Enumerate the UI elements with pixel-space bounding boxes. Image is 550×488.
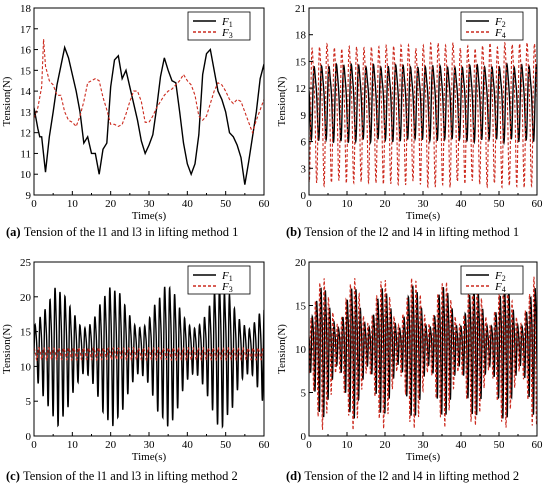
y-tick-label: 12 (295, 83, 306, 95)
y-axis-label: Tension(N) (276, 76, 288, 126)
x-tick-label: 0 (306, 198, 312, 210)
series-line-f4 (309, 41, 537, 189)
series-line-f1 (34, 285, 264, 430)
x-tick-label: 20 (105, 439, 117, 451)
series-line-f1 (34, 44, 264, 185)
x-tick-label: 20 (380, 439, 392, 451)
y-tick-label: 5 (26, 396, 32, 408)
x-axis-label: Time(s) (406, 210, 441, 222)
y-axis-label: Tension(N) (276, 324, 288, 374)
series-line-f2 (309, 62, 537, 146)
panel-caption: (d) Tension of the l2 and l4 in lifting … (286, 469, 519, 483)
y-axis-label: Tension(N) (1, 324, 13, 374)
panel-caption: (c) Tension of the l1 and l3 in lifting … (6, 469, 238, 483)
legend-box (460, 11, 524, 41)
y-tick-label: 0 (26, 431, 32, 443)
chart-panel-4: 0 10 20 30 40 50 60 0 5 10 15 20 Time(s) Tension(N) F2… (276, 257, 543, 483)
x-tick-label: 40 (456, 439, 468, 451)
panel-caption: (b) Tension of the l2 and l4 in lifting … (286, 225, 519, 239)
legend-label-f3: F3 (221, 27, 233, 40)
x-tick-label: 20 (380, 198, 392, 210)
legend-label-f2: F2 (494, 16, 506, 29)
x-tick-label: 30 (418, 439, 430, 451)
y-tick-label: 9 (301, 110, 307, 122)
series-line-f2 (309, 281, 537, 419)
x-tick-label: 60 (259, 439, 271, 451)
y-tick-label: 10 (295, 344, 307, 356)
y-tick-label: 12 (20, 128, 31, 140)
chart-panel-2: 0 10 20 30 40 50 60 0 3 6 9 12 15 18 21 Time(s) Tension(… (276, 3, 543, 239)
x-tick-label: 30 (144, 439, 156, 451)
legend-label-f4: F4 (494, 27, 506, 40)
y-tick-label: 17 (20, 24, 32, 36)
x-tick-label: 40 (182, 439, 194, 451)
chart-panel-1: 0 10 20 30 40 50 60 9 10 11 12 13 14 15 16 17 18 Time(s) T… (1, 3, 270, 239)
x-tick-label: 10 (67, 198, 79, 210)
y-tick-label: 11 (20, 148, 31, 160)
x-axis-label: Time(s) (132, 210, 167, 222)
x-tick-label: 0 (31, 198, 37, 210)
y-tick-label: 14 (20, 86, 32, 98)
x-tick-label: 0 (31, 439, 37, 451)
legend-label-f4: F4 (494, 281, 506, 294)
legend-box (187, 265, 251, 295)
legend-label-f1: F1 (221, 16, 233, 29)
x-axis-label: Time(s) (132, 451, 167, 463)
x-tick-label: 40 (182, 198, 194, 210)
y-tick-label: 10 (20, 361, 32, 373)
y-tick-label: 18 (295, 30, 307, 42)
y-tick-label: 0 (301, 431, 307, 443)
x-tick-label: 20 (105, 198, 117, 210)
x-tick-label: 10 (342, 439, 354, 451)
chart-panel-3: 0 10 20 30 40 50 60 0 5 10 15 20 25 Time(s) Tension(N)… (1, 257, 270, 483)
x-tick-label: 50 (220, 198, 232, 210)
y-tick-label: 15 (295, 56, 307, 68)
y-tick-label: 9 (26, 190, 32, 202)
x-tick-label: 0 (306, 439, 312, 451)
series-line-f3 (34, 346, 264, 362)
y-tick-label: 25 (20, 257, 32, 269)
y-tick-label: 21 (295, 3, 306, 15)
x-tick-label: 60 (532, 439, 544, 451)
x-tick-label: 60 (259, 198, 271, 210)
panel-caption: (a) Tension of the l1 and l3 in lifting … (6, 225, 238, 239)
x-tick-label: 50 (220, 439, 232, 451)
y-tick-label: 5 (301, 388, 307, 400)
y-tick-label: 0 (301, 190, 307, 202)
x-tick-label: 60 (532, 198, 544, 210)
y-tick-label: 16 (20, 45, 32, 57)
x-tick-label: 10 (342, 198, 354, 210)
x-tick-label: 40 (456, 198, 468, 210)
legend-box (187, 11, 251, 41)
x-tick-label: 50 (494, 439, 506, 451)
legend-label-f3: F3 (221, 281, 233, 294)
y-tick-label: 3 (301, 163, 307, 175)
y-tick-label: 15 (295, 301, 307, 313)
y-tick-label: 6 (301, 137, 307, 149)
y-tick-label: 20 (295, 257, 307, 269)
y-tick-label: 15 (20, 65, 32, 77)
legend-box (460, 265, 524, 295)
y-tick-label: 10 (20, 169, 32, 181)
y-tick-label: 13 (20, 107, 32, 119)
y-tick-label: 15 (20, 327, 32, 339)
legend-label-f2: F2 (494, 270, 506, 283)
x-axis-label: Time(s) (406, 451, 441, 463)
series-line-f3 (34, 39, 264, 135)
y-axis-label: Tension(N) (1, 76, 13, 126)
y-tick-label: 18 (20, 3, 32, 15)
x-tick-label: 30 (144, 198, 156, 210)
legend-label-f1: F1 (221, 270, 233, 283)
x-tick-label: 10 (67, 439, 79, 451)
x-tick-label: 50 (494, 198, 506, 210)
x-tick-label: 30 (418, 198, 430, 210)
y-tick-label: 20 (20, 292, 32, 304)
